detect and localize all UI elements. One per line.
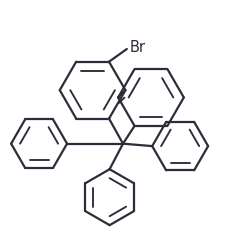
Text: Br: Br: [130, 40, 146, 55]
